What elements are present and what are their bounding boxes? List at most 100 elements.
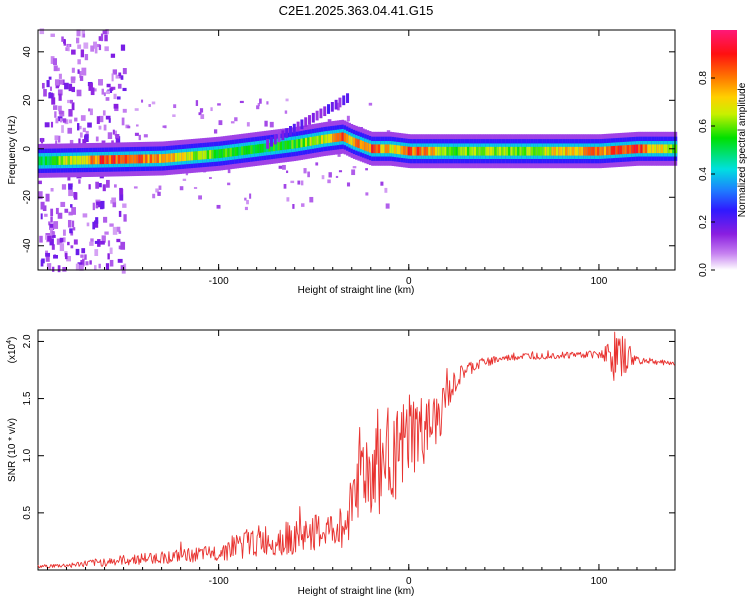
spectrogram-cell: [351, 169, 356, 176]
spectrogram-cell: [78, 138, 81, 146]
snr-xtick-label: -100: [209, 576, 229, 587]
spectrogram-cell: [44, 122, 50, 128]
spectrogram-cell: [473, 146, 477, 156]
spectrogram-cell: [99, 155, 103, 165]
spectrogram-cell: [206, 150, 210, 160]
spectrogram-cell: [80, 259, 85, 267]
spectrogram-cell: [38, 156, 41, 166]
spectrogram-cell: [88, 155, 91, 165]
spectrogram-cell: [69, 139, 74, 145]
spectrogram-cell: [184, 152, 187, 161]
spectrogram-cell: [181, 152, 185, 162]
spectrogram-xtick-label: -100: [209, 276, 229, 287]
spectrogram-cell: [647, 144, 650, 154]
spectrogram-cell: [115, 155, 119, 164]
spectrogram-cell: [106, 179, 110, 188]
spectrogram-cell: [546, 146, 550, 156]
spectrogram-cell: [76, 89, 82, 97]
spectrogram-cell: [654, 144, 657, 154]
spectrogram-cell: [164, 125, 167, 129]
spectrogram-cell: [259, 98, 262, 104]
spectrogram-cell: [198, 195, 203, 200]
spectrogram-cell: [298, 138, 301, 148]
spectrogram-cell: [323, 134, 326, 144]
snr-xtick-label: 100: [591, 576, 608, 587]
spectrogram-cell: [414, 146, 418, 156]
spectrogram-cell: [112, 201, 117, 208]
spectrogram-cell: [116, 238, 121, 243]
spectrogram-cell: [428, 146, 431, 156]
spectrogram-cell: [62, 38, 66, 44]
spectrogram-cell: [335, 175, 339, 178]
spectrogram-cell: [606, 146, 609, 156]
spectrogram-cell: [65, 156, 68, 165]
spectrogram-cell: [140, 154, 144, 164]
spectrogram-cell: [68, 211, 73, 216]
spectrogram-cell: [246, 199, 249, 205]
spectrogram-cell: [74, 117, 78, 122]
spectrogram-cell: [92, 88, 97, 92]
spectrogram-cell: [61, 184, 67, 190]
colorbar-tick-label: 0.4: [698, 167, 709, 181]
spectrogram-cell: [112, 69, 118, 75]
spectrogram-cell: [574, 146, 577, 156]
spectrogram-cell: [79, 125, 82, 130]
spectrogram-cell: [105, 29, 109, 35]
spectrogram-cell: [227, 169, 231, 174]
spectrogram-cell: [466, 146, 470, 156]
spectrogram-cell: [273, 134, 277, 145]
spectrogram-xtick-label: 0: [406, 276, 412, 287]
spectrogram-cell: [81, 67, 87, 76]
spectrogram-cell: [469, 146, 472, 156]
snr-series-line: [37, 331, 675, 569]
spectrogram-cell: [365, 168, 368, 171]
spectrogram-cell: [115, 74, 119, 79]
spectrogram-cell: [118, 245, 121, 250]
spectrogram-cell: [69, 228, 73, 234]
spectrogram-cell: [59, 237, 64, 243]
spectrogram-cell: [40, 201, 45, 210]
spectrogram-cell: [67, 127, 73, 134]
spectrogram-cell: [61, 36, 64, 42]
spectrogram-cell: [41, 82, 45, 89]
colorbar-tick-label: 0.2: [698, 215, 709, 229]
spectrogram-cell: [343, 133, 347, 142]
spectrogram-cell: [421, 146, 424, 156]
spectrogram-cell: [327, 104, 331, 114]
spectrogram-cell: [57, 265, 61, 273]
spectrogram-cell: [103, 216, 108, 223]
spectrogram-cell: [64, 253, 68, 260]
spectrogram-cell: [120, 155, 123, 164]
spectrogram-cell: [437, 146, 440, 156]
spectrogram-cell: [50, 121, 54, 128]
spectrogram-cell: [162, 125, 165, 128]
spectrogram-cell: [46, 80, 50, 88]
spectrogram-ticks: -100 0 100 -40 -20 0 20 40: [22, 30, 676, 287]
spectrogram-cell: [216, 204, 221, 209]
spectrogram-frame: [37, 29, 676, 271]
spectrogram-cell: [587, 146, 591, 156]
spectrogram-cell: [40, 156, 43, 166]
spectrogram-cell: [165, 153, 169, 163]
spectrogram-cell: [120, 241, 126, 250]
spectrogram-cell: [220, 149, 224, 158]
spectrogram-cell: [78, 179, 81, 184]
spectrogram-cell: [435, 146, 438, 156]
spectrogram-cell: [95, 136, 99, 142]
spectrogram-cell: [83, 155, 87, 165]
spectrogram-cell: [213, 149, 217, 159]
spectrogram-cell: [325, 134, 329, 144]
spectrogram-cell: [148, 104, 151, 107]
spectrogram-cell: [617, 145, 621, 155]
spectrogram-cell: [257, 144, 260, 154]
spectrogram-cell: [71, 207, 76, 215]
spectrogram-cell: [505, 146, 509, 156]
spectrogram-cell: [97, 182, 102, 188]
spectrogram-cell: [241, 146, 244, 156]
snr-frame: [37, 329, 676, 571]
spectrogram-cell: [508, 146, 511, 156]
spectrogram-cell: [95, 205, 99, 209]
spectrogram-cell: [328, 172, 332, 178]
snr-ytick-label: 2.0: [22, 334, 33, 348]
spectrogram-cell: [348, 135, 351, 145]
